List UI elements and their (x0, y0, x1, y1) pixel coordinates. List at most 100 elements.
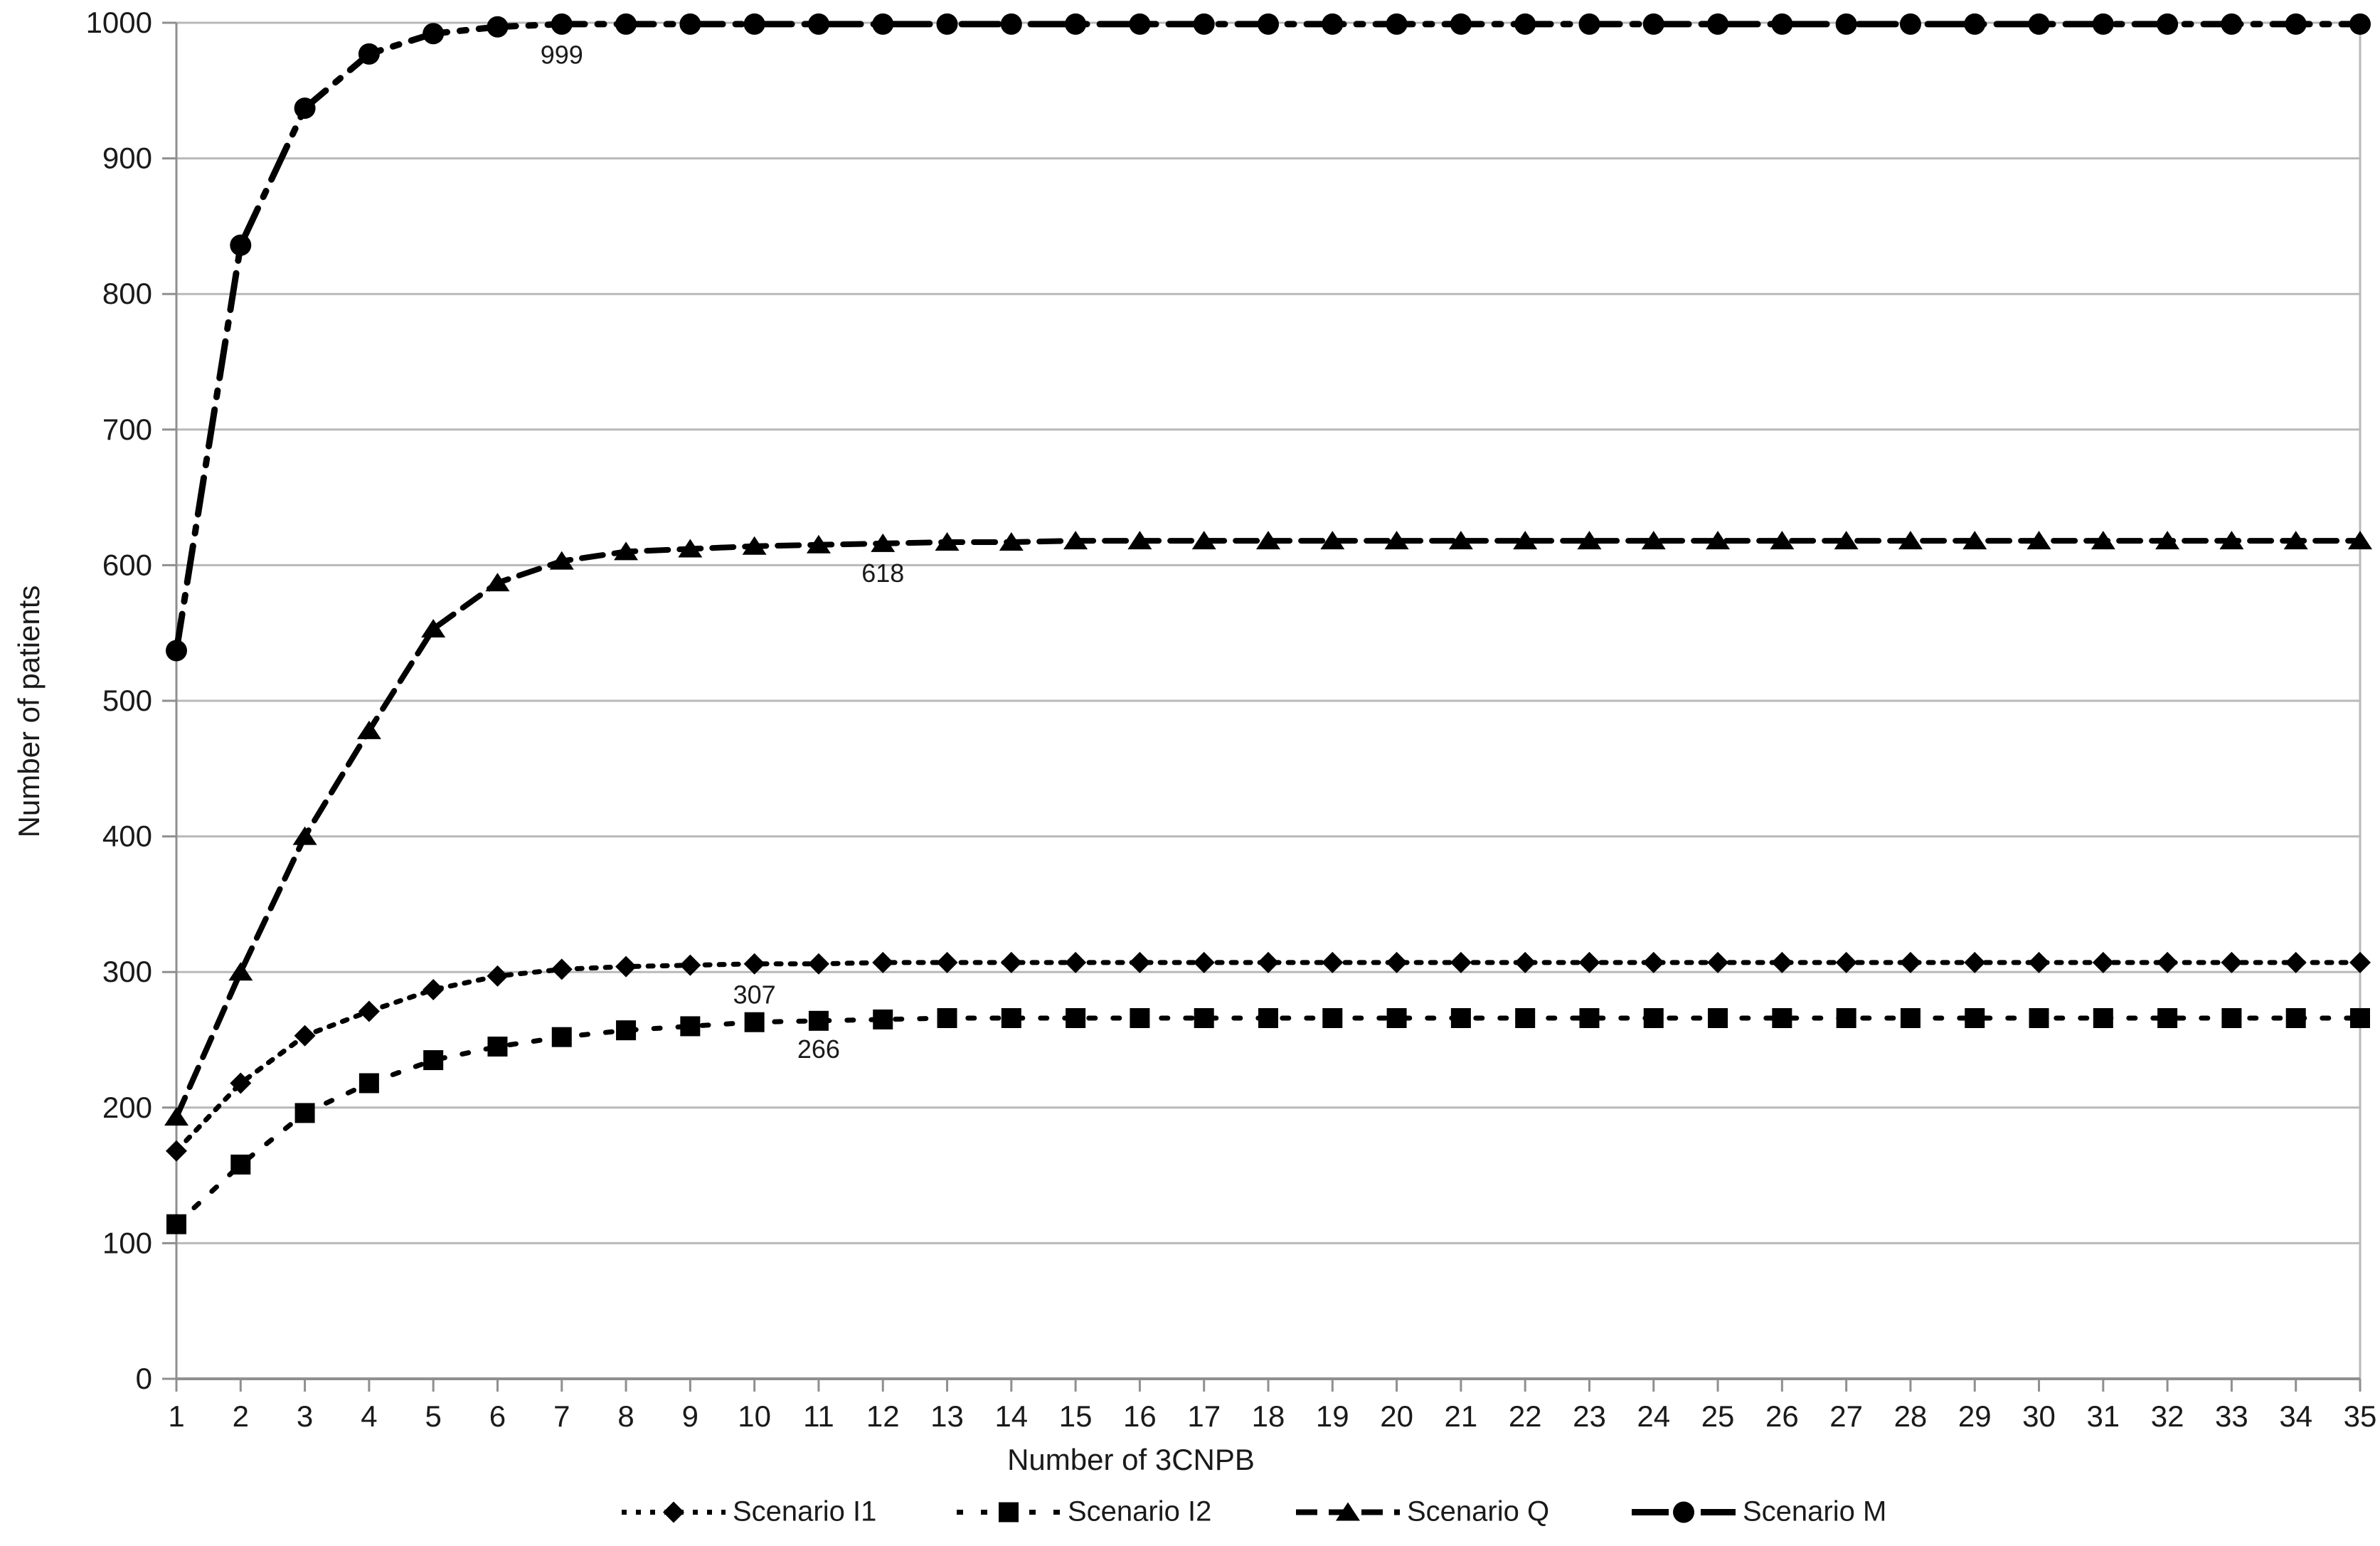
triangle-marker (935, 531, 960, 551)
square-marker (616, 1020, 637, 1041)
diamond-marker (2349, 951, 2371, 973)
circle-marker (936, 13, 958, 35)
square-marker (2285, 1008, 2306, 1029)
square-marker (2029, 1008, 2049, 1029)
triangle-marker (164, 1107, 188, 1126)
circle-marker (2349, 13, 2371, 35)
square-marker (873, 1009, 893, 1029)
circle-marker (1964, 13, 1986, 35)
square-marker (1965, 1008, 1985, 1029)
circle-marker (1707, 13, 1729, 35)
triangle-marker (1898, 531, 1923, 550)
diamond-marker (166, 1140, 187, 1162)
diamond-marker (679, 954, 701, 976)
circle-marker (743, 13, 765, 35)
series-scenario-q-line (174, 538, 2363, 1121)
square-marker (1194, 1008, 1214, 1029)
square-marker (166, 1214, 186, 1234)
circle-marker (166, 640, 187, 662)
x-tick-label-14: 14 (994, 1399, 1028, 1433)
x-tick-label-16: 16 (1123, 1399, 1157, 1433)
diamond-marker (1578, 951, 1600, 973)
circle-marker (1899, 13, 1921, 35)
legend-label: Scenario Q (1407, 1495, 1550, 1528)
x-tick-label-11: 11 (803, 1399, 834, 1433)
circle-marker (1065, 13, 1087, 35)
x-tick-label-15: 15 (1059, 1399, 1093, 1433)
circle-marker (615, 13, 637, 35)
circle-marker-icon (1632, 1501, 1736, 1523)
diamond-marker (487, 965, 509, 987)
x-tick-label-27: 27 (1829, 1399, 1863, 1433)
diamond-marker (2092, 951, 2114, 973)
diamond-marker (1322, 951, 1344, 973)
square-marker (1258, 1008, 1278, 1029)
y-axis-title: Number of patients (12, 585, 46, 838)
square-marker (1450, 1008, 1471, 1029)
legend-label: Scenario I2 (1068, 1495, 1212, 1528)
triangle-marker (1448, 531, 1473, 550)
series-scenario-i1-line (174, 960, 2363, 1154)
diamond-marker (2028, 951, 2050, 973)
circle-marker (1000, 13, 1022, 35)
circle-marker (423, 23, 445, 45)
triangle-marker (2155, 531, 2180, 550)
triangle-marker (614, 541, 639, 561)
x-tick-label-12: 12 (866, 1399, 900, 1433)
x-tick-label-31: 31 (2086, 1399, 2120, 1433)
square-marker (487, 1037, 508, 1057)
diamond-marker (1193, 951, 1215, 973)
y-tick-label-400: 400 (102, 820, 152, 853)
square-marker (1322, 1008, 1343, 1029)
triangle-marker (1962, 531, 1987, 550)
triangle-marker (2219, 531, 2244, 550)
legend-label: Scenario M (1743, 1495, 1887, 1528)
series-scenario-m (166, 13, 2371, 662)
diamond-marker (2157, 951, 2179, 973)
triangle-marker (2348, 531, 2372, 550)
diamond-marker (1000, 951, 1022, 973)
diamond-marker (423, 978, 445, 1000)
diamond-marker (230, 1072, 252, 1094)
x-tick-label-9: 9 (682, 1399, 698, 1433)
triangle-marker (2091, 531, 2115, 550)
series-scenario-i2 (166, 1008, 2370, 1234)
diamond-marker (1642, 951, 1664, 973)
x-tick-label-26: 26 (1765, 1399, 1799, 1433)
triangle-marker (1384, 531, 1409, 550)
circle-marker (1322, 13, 1344, 35)
triangle-marker (678, 539, 703, 558)
data-labels: 999 618 307 266 (541, 41, 905, 1064)
triangle-marker (1770, 531, 1795, 550)
diamond-marker (1771, 951, 1793, 973)
diamond-marker-icon (622, 1501, 726, 1523)
triangle-marker (1127, 531, 1152, 550)
circle-marker (2221, 13, 2243, 35)
data-label-307: 307 (733, 980, 776, 1010)
circle-marker (487, 16, 509, 38)
x-tick-label-24: 24 (1637, 1399, 1670, 1433)
gridlines (162, 21, 2362, 1392)
series-scenario-i2-line (174, 1015, 2363, 1227)
diamond-marker (1707, 951, 1729, 973)
diamond-marker (294, 1025, 316, 1047)
x-tick-label-17: 17 (1187, 1399, 1221, 1433)
y-tick-label-200: 200 (102, 1091, 152, 1124)
circle-marker (1642, 13, 1664, 35)
data-label-618: 618 (861, 558, 904, 588)
square-marker (358, 1073, 379, 1094)
x-tick-label-34: 34 (2279, 1399, 2312, 1433)
diamond-marker (936, 951, 958, 973)
legend-label: Scenario I1 (733, 1495, 877, 1528)
triangle-marker (1641, 531, 1666, 550)
diamond-marker (1964, 951, 1986, 973)
x-tick-label-6: 6 (489, 1399, 506, 1433)
x-tick-label-13: 13 (930, 1399, 964, 1433)
y-tick-label-300: 300 (102, 955, 152, 988)
square-marker-icon (957, 1502, 1061, 1522)
x-tick-label-3: 3 (297, 1399, 313, 1433)
square-marker (2350, 1008, 2370, 1029)
circle-marker (872, 13, 894, 35)
diamond-marker (358, 1000, 380, 1022)
